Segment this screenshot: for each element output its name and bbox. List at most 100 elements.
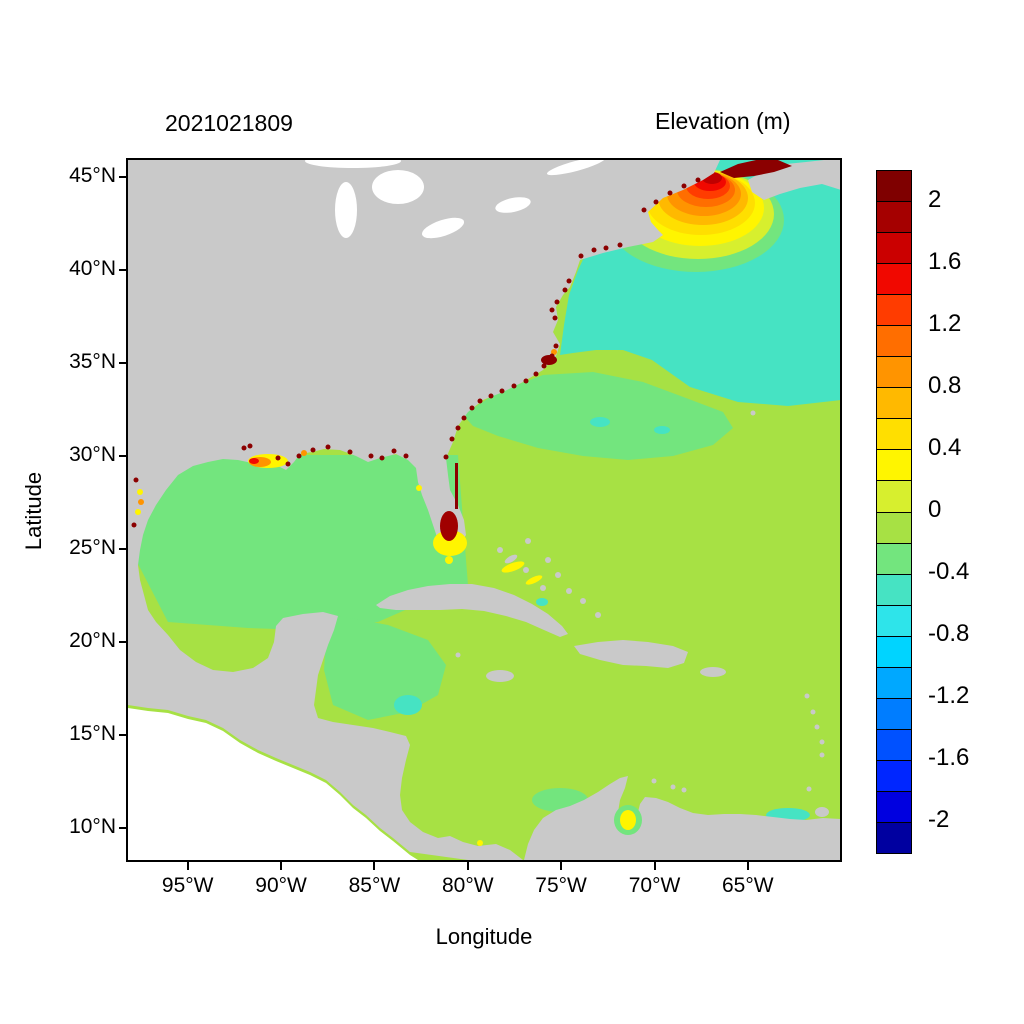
y-tick-label: 45°N: [69, 163, 116, 187]
estuary-hotspots-seaboard-dot: [578, 253, 584, 259]
estuary-hotspots-seaboard-dot: [591, 247, 597, 253]
y-tick-mark: [119, 640, 127, 643]
islands-bahamas-dot: [580, 598, 586, 604]
x-tick-label: 95°W: [161, 874, 214, 897]
y-tick-label: 10°N: [69, 814, 116, 838]
y-tick-label: 35°N: [69, 349, 116, 373]
gulf-of-mexico-setdown: [134, 455, 468, 630]
islands-antilles-small-dot: [810, 709, 816, 715]
x-tick-mark: [653, 862, 656, 870]
y-tick-mark: [119, 361, 127, 364]
plot-timestamp-title: 2021021809: [165, 110, 293, 136]
estuary-hotspots-seaboard-dot: [617, 242, 623, 248]
islands-antilles-small-dot: [681, 787, 687, 793]
x-tick-mark: [746, 862, 749, 870]
colorbar-segment: [877, 542, 911, 574]
islands-antilles-small-dot: [750, 410, 756, 416]
estuary-hotspots-gulf-dot: [296, 453, 302, 459]
x-tick-label: 70°W: [628, 874, 681, 897]
colorbar-segment: [877, 232, 911, 264]
surge-florida-core: [440, 511, 458, 541]
colorbar-segment: [877, 697, 911, 729]
colorbar-segment: [877, 511, 911, 543]
colorbar-segment: [877, 263, 911, 295]
surge-pamlico: [541, 355, 557, 365]
x-tick-label: 90°W: [255, 874, 307, 897]
island-andros: [504, 554, 518, 564]
x-tick-mark: [466, 862, 469, 870]
islands-bahamas-dot: [545, 557, 551, 563]
x-tick-label: 85°W: [348, 874, 401, 897]
islands-bahamas-dot: [595, 612, 601, 618]
x-tick-mark: [373, 862, 376, 870]
elevation-heatmap-map: [128, 160, 840, 860]
estuary-hotspots-seaboard-dot: [449, 436, 455, 442]
estuary-hotspots-gulf-dot: [368, 453, 374, 459]
estuary-hotspots-seaboard-dot: [562, 287, 568, 293]
colorbar-tick-label: 1.6: [928, 248, 962, 275]
estuary-hotspots-seaboard-dot: [499, 388, 505, 394]
lake-michigan: [335, 182, 357, 238]
lake-superior: [305, 160, 401, 168]
x-tick-mark: [560, 862, 563, 870]
y-tick-mark: [119, 454, 127, 457]
estuary-hotspots-seaboard-dot: [488, 393, 494, 399]
islands-antilles-small-dot: [819, 752, 825, 758]
colorbar-tick-label: 0.4: [928, 434, 962, 461]
islands-bahamas-dot: [555, 572, 561, 578]
colorbar-tick-label: 0: [928, 496, 942, 523]
colorbar-segment: [877, 728, 911, 760]
estuary-hotspots-seaboard-dot: [667, 190, 673, 196]
estuary-hotspots-seaboard-dot: [549, 353, 555, 359]
sea-honduras-cool-spot: [394, 695, 422, 715]
colorbar-segment: [877, 759, 911, 791]
bahamas-cool-spot: [536, 598, 548, 606]
islands-antilles-small-dot: [651, 778, 657, 784]
x-axis-title: Longitude: [435, 924, 533, 949]
estuary-hotspots-gulf-dot: [275, 455, 281, 461]
estuary-hotspots-seaboard-dot: [695, 177, 701, 183]
colorbar-segment: [877, 201, 911, 233]
coastal-orange-spots-dot: [551, 349, 557, 355]
estuary-hotspots-seaboard-dot: [553, 343, 559, 349]
estuary-hotspots-gulf-dot: [247, 443, 253, 449]
x-tick-label: 80°W: [442, 874, 494, 897]
colorbar-tick-label: -1.2: [928, 682, 970, 709]
colorbar-segment: [877, 387, 911, 419]
estuary-hotspots-seaboard-dot: [469, 405, 475, 411]
estuary-hotspots-seaboard-dot: [541, 363, 547, 369]
estuary-hotspots-gulf-dot: [403, 453, 409, 459]
colorbar-segment: [877, 790, 911, 822]
estuary-hotspots-seaboard-dot: [443, 454, 449, 460]
estuary-hotspots-seaboard-dot: [641, 207, 647, 213]
lake-erie: [421, 217, 465, 239]
estuary-hotspots-seaboard-dot: [477, 398, 483, 404]
coastal-orange-spots-dot: [138, 499, 144, 505]
st-lawrence-river: [546, 160, 606, 176]
colorbar-segment: [877, 666, 911, 698]
estuary-hotspots-gulf-dot: [325, 444, 331, 450]
x-tick-label: 65°W: [722, 874, 774, 897]
islands-bahamas-dot: [525, 538, 531, 544]
bahamas-warm-streak-1: [501, 561, 525, 573]
estuary-hotspots-gulf-dot: [379, 455, 385, 461]
x-tick-mark: [186, 862, 189, 870]
islands-antilles-small-dot: [806, 786, 812, 792]
coastal-warm-spots-dot: [477, 840, 483, 846]
colorbar-segment: [877, 449, 911, 481]
colorbar-tick-label: 1.2: [928, 310, 962, 337]
islands-bahamas-dot: [497, 547, 503, 553]
estuary-hotspots-seaboard-dot: [549, 307, 555, 313]
island-puerto-rico: [700, 667, 726, 677]
coastal-warm-spots-dot: [137, 489, 143, 495]
colorbar-segment: [877, 821, 911, 854]
colorbar-segment: [877, 635, 911, 667]
colorbar-segment: [877, 604, 911, 636]
estuary-hotspots-seaboard-dot: [554, 299, 560, 305]
islands-bahamas-dot: [523, 567, 529, 573]
estuary-hotspots-seaboard-dot: [603, 245, 609, 251]
islands-antilles-small-dot: [804, 693, 810, 699]
estuary-hotspots-seaboard-dot: [511, 383, 517, 389]
y-tick-mark: [119, 547, 127, 550]
